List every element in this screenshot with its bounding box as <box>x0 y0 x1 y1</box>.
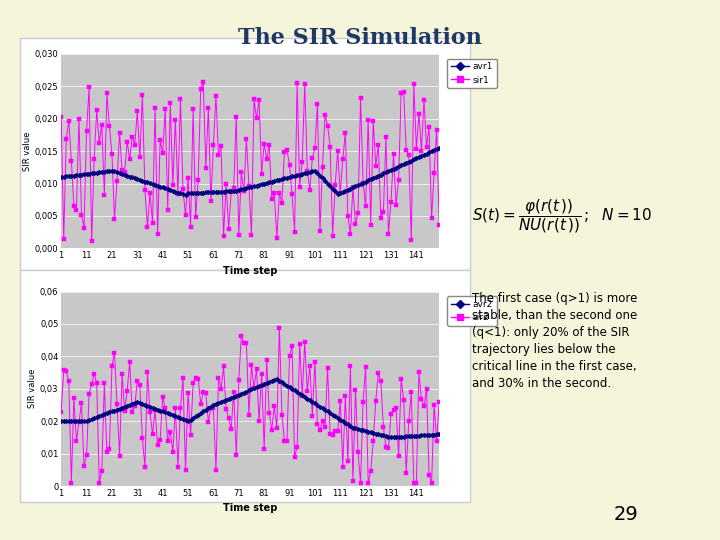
Legend: avr2, sir2: avr2, sir2 <box>448 296 497 326</box>
Y-axis label: SIR value: SIR value <box>28 369 37 408</box>
Text: The first case (q>1) is more
stable, than the second one
(q<1): only 20% of the : The first case (q>1) is more stable, tha… <box>472 292 637 389</box>
Y-axis label: SIR value: SIR value <box>23 132 32 171</box>
Text: $S(t) = \dfrac{\varphi(r(t\,))}{NU(r(t\,))}$$\,;\ \ N = 10$: $S(t) = \dfrac{\varphi(r(t\,))}{NU(r(t\,… <box>472 197 652 235</box>
Text: 29: 29 <box>614 505 639 524</box>
X-axis label: Time step: Time step <box>223 503 277 514</box>
X-axis label: Time step: Time step <box>223 266 277 276</box>
Text: The SIR Simulation: The SIR Simulation <box>238 27 482 49</box>
Legend: avr1, sir1: avr1, sir1 <box>448 58 497 88</box>
